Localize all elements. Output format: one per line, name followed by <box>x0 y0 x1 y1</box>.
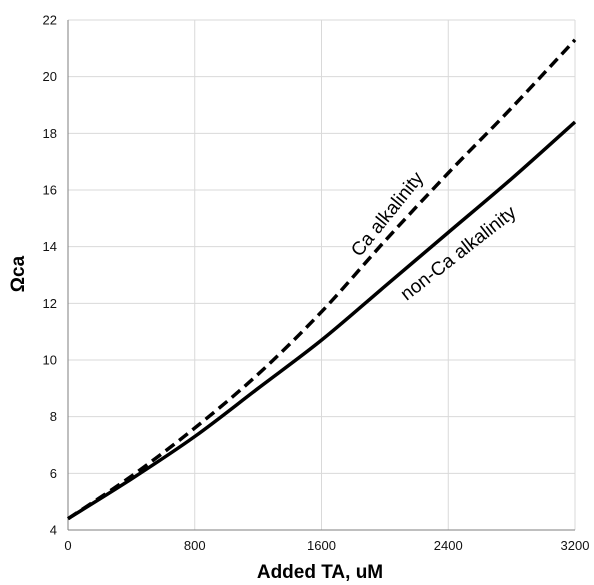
series-label-non-ca-alkalinity: non-Ca alkalinity <box>397 202 521 305</box>
y-tick-label: 8 <box>50 409 57 424</box>
y-axis-ticks: 4 6 8 10 12 14 16 18 20 22 <box>43 13 57 538</box>
y-tick-label: 18 <box>43 126 57 141</box>
x-tick-label: 1600 <box>307 538 336 553</box>
series-line-non-ca-alkalinity <box>67 120 577 521</box>
y-tick-label: 10 <box>43 353 57 368</box>
x-tick-label: 0 <box>64 538 71 553</box>
series-line-ca-alkalinity <box>67 38 577 521</box>
series-lines <box>67 38 577 521</box>
y-tick-label: 16 <box>43 183 57 198</box>
x-axis-title: Added TA, uM <box>257 562 383 583</box>
axes <box>67 20 575 531</box>
y-tick-label: 14 <box>43 239 57 254</box>
y-tick-label: 12 <box>43 296 57 311</box>
x-tick-label: 800 <box>184 538 206 553</box>
y-tick-label: 20 <box>43 69 57 84</box>
x-tick-label: 2400 <box>434 538 463 553</box>
y-tick-label: 4 <box>50 523 57 538</box>
grid <box>68 19 576 530</box>
y-tick-label: 6 <box>50 466 57 481</box>
y-tick-label: 22 <box>43 13 57 28</box>
x-tick-label: 3200 <box>561 538 590 553</box>
x-axis-ticks: 0 800 1600 2400 3200 <box>64 538 589 553</box>
y-axis-title: Ωca <box>8 255 29 292</box>
